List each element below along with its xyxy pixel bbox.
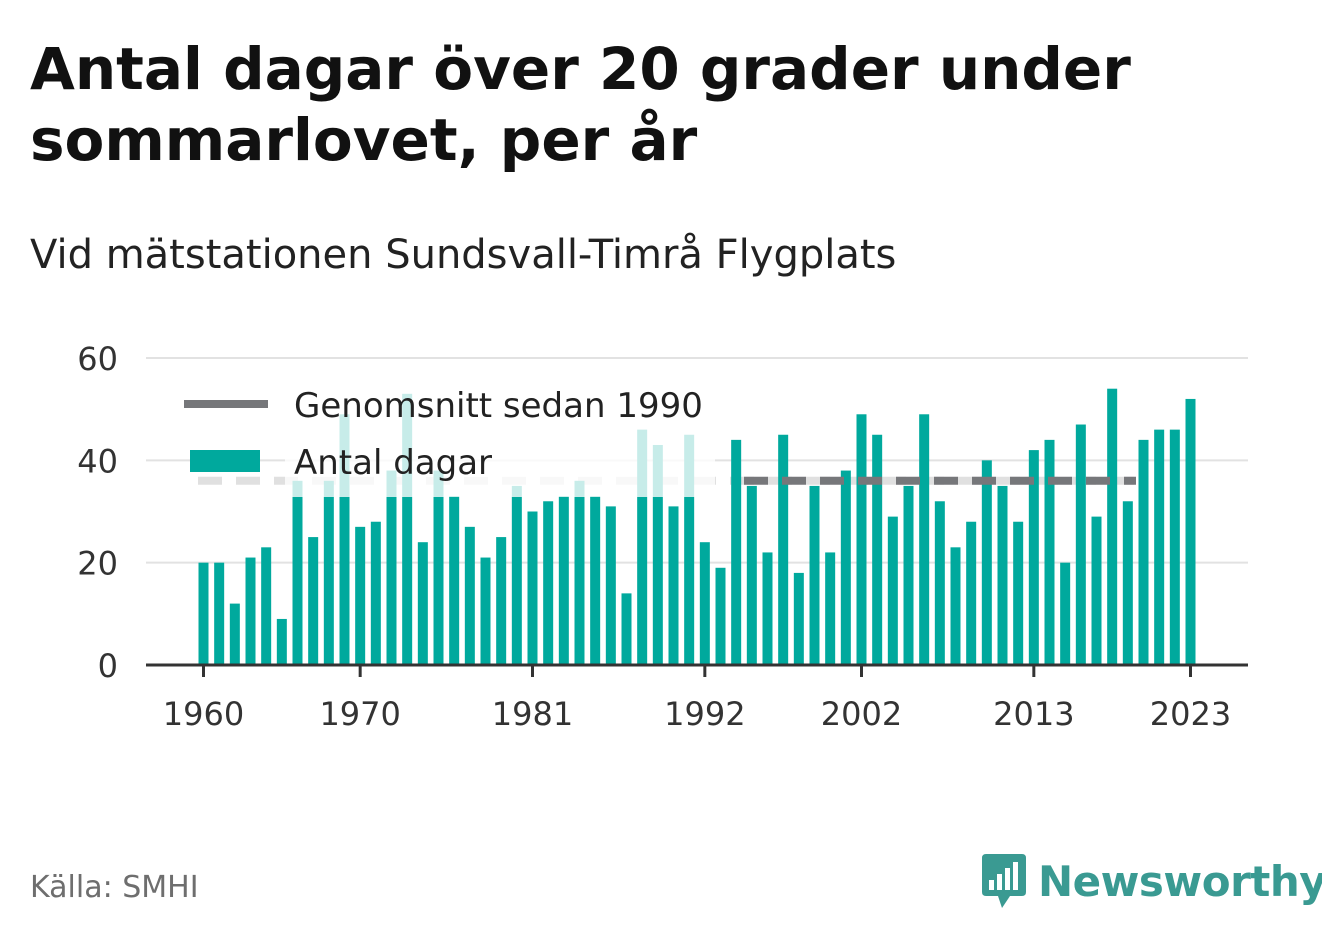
bar-1981 [527, 511, 538, 665]
newsworthy-logo-icon [982, 854, 1026, 908]
newsworthy-logo: Newsworthy [980, 850, 1322, 912]
bar-1994 [731, 439, 742, 665]
legend-label-average: Genomsnitt sedan 1990 [294, 386, 703, 426]
bar-2018 [1107, 388, 1118, 665]
bar-2004 [887, 516, 898, 665]
bar-1967 [308, 537, 319, 665]
bar-1982 [543, 501, 554, 665]
bar-2015 [1060, 562, 1071, 665]
bar-1973 [402, 393, 413, 665]
bar-1976 [449, 496, 460, 665]
bar-2003 [872, 434, 883, 665]
bar-1995 [746, 485, 757, 665]
bar-1978 [480, 557, 491, 665]
bar-1979 [496, 537, 507, 665]
bar-1975 [433, 470, 444, 665]
bar-1999 [809, 485, 820, 665]
bar-1992 [699, 542, 710, 665]
y-tick-label: 20 [77, 545, 118, 583]
bar-1968 [323, 480, 334, 665]
chart-subtitle: Vid mätstationen Sundsvall-Timrå Flygpla… [30, 232, 897, 278]
bar-1970 [355, 526, 366, 665]
bar-2007 [934, 501, 945, 665]
x-tick-label: 1970 [319, 695, 400, 733]
bar-2009 [966, 521, 977, 665]
legend-backdrop [285, 372, 715, 497]
bar-1961 [214, 562, 225, 665]
bars [198, 388, 1196, 665]
bar-1962 [229, 603, 240, 665]
bar-1974 [417, 542, 428, 665]
bar-1980 [511, 485, 522, 665]
bar-1966 [292, 480, 303, 665]
bar-2006 [919, 414, 930, 665]
x-tick-label: 1992 [664, 695, 745, 733]
bar-2011 [997, 485, 1008, 665]
axes: 0 20 40 60 1960 1970 1981 1992 2002 2013 2023 [77, 340, 1248, 733]
bar-2023 [1185, 398, 1196, 665]
y-tick-label: 0 [98, 647, 118, 685]
y-tick-label: 40 [77, 442, 118, 480]
bar-2017 [1091, 516, 1102, 665]
y-tick-label: 60 [77, 340, 118, 378]
chart-title: Antal dagar över 20 grader under sommarl… [30, 35, 1131, 174]
bar-2002 [856, 414, 867, 665]
bar-1965 [276, 618, 287, 665]
bar-1998 [793, 572, 804, 665]
bar-1985 [590, 496, 601, 665]
bar-1988 [637, 429, 648, 665]
bar-1993 [715, 567, 726, 665]
bar-1963 [245, 557, 256, 665]
x-tick-label: 1960 [163, 695, 244, 733]
bar-1984 [574, 480, 585, 665]
bar-2001 [840, 470, 851, 665]
bar-1986 [605, 506, 616, 665]
bar-1969 [339, 414, 350, 665]
bar-2022 [1169, 429, 1180, 665]
x-tick-label: 2023 [1150, 695, 1231, 733]
bar-2021 [1154, 429, 1165, 665]
legend-swatch-bars [190, 450, 260, 472]
bar-1989 [652, 444, 663, 665]
bar-1977 [464, 526, 475, 665]
x-tick-label: 2002 [821, 695, 902, 733]
x-tick-label: 1981 [492, 695, 573, 733]
bar-2013 [1028, 450, 1039, 665]
bar-1983 [558, 496, 569, 665]
bar-chart: 0 20 40 60 1960 1970 1981 1992 2002 2013 2023 Geno… [77, 340, 1248, 733]
bar-2019 [1122, 501, 1133, 665]
bar-1960 [198, 562, 209, 665]
bar-2010 [981, 460, 992, 665]
legend: Genomsnitt sedan 1990 Antal dagar [184, 372, 715, 497]
bar-1990 [668, 506, 679, 665]
bar-2012 [1013, 521, 1024, 665]
bar-1987 [621, 593, 632, 665]
bar-2014 [1044, 439, 1055, 665]
bar-1972 [386, 470, 397, 665]
bar-2020 [1138, 439, 1149, 665]
newsworthy-brand-text: Newsworthy [1038, 856, 1322, 906]
bar-2008 [950, 547, 961, 665]
bar-1964 [261, 547, 272, 665]
x-tick-label: 2013 [993, 695, 1074, 733]
bar-2005 [903, 485, 914, 665]
bar-2016 [1075, 424, 1086, 665]
legend-label-bars: Antal dagar [294, 443, 492, 483]
bar-1996 [762, 552, 773, 665]
source-note: Källa: SMHI [30, 870, 199, 905]
bar-1971 [370, 521, 381, 665]
bar-2000 [825, 552, 836, 665]
bar-1991 [684, 434, 695, 665]
bar-1997 [778, 434, 789, 665]
